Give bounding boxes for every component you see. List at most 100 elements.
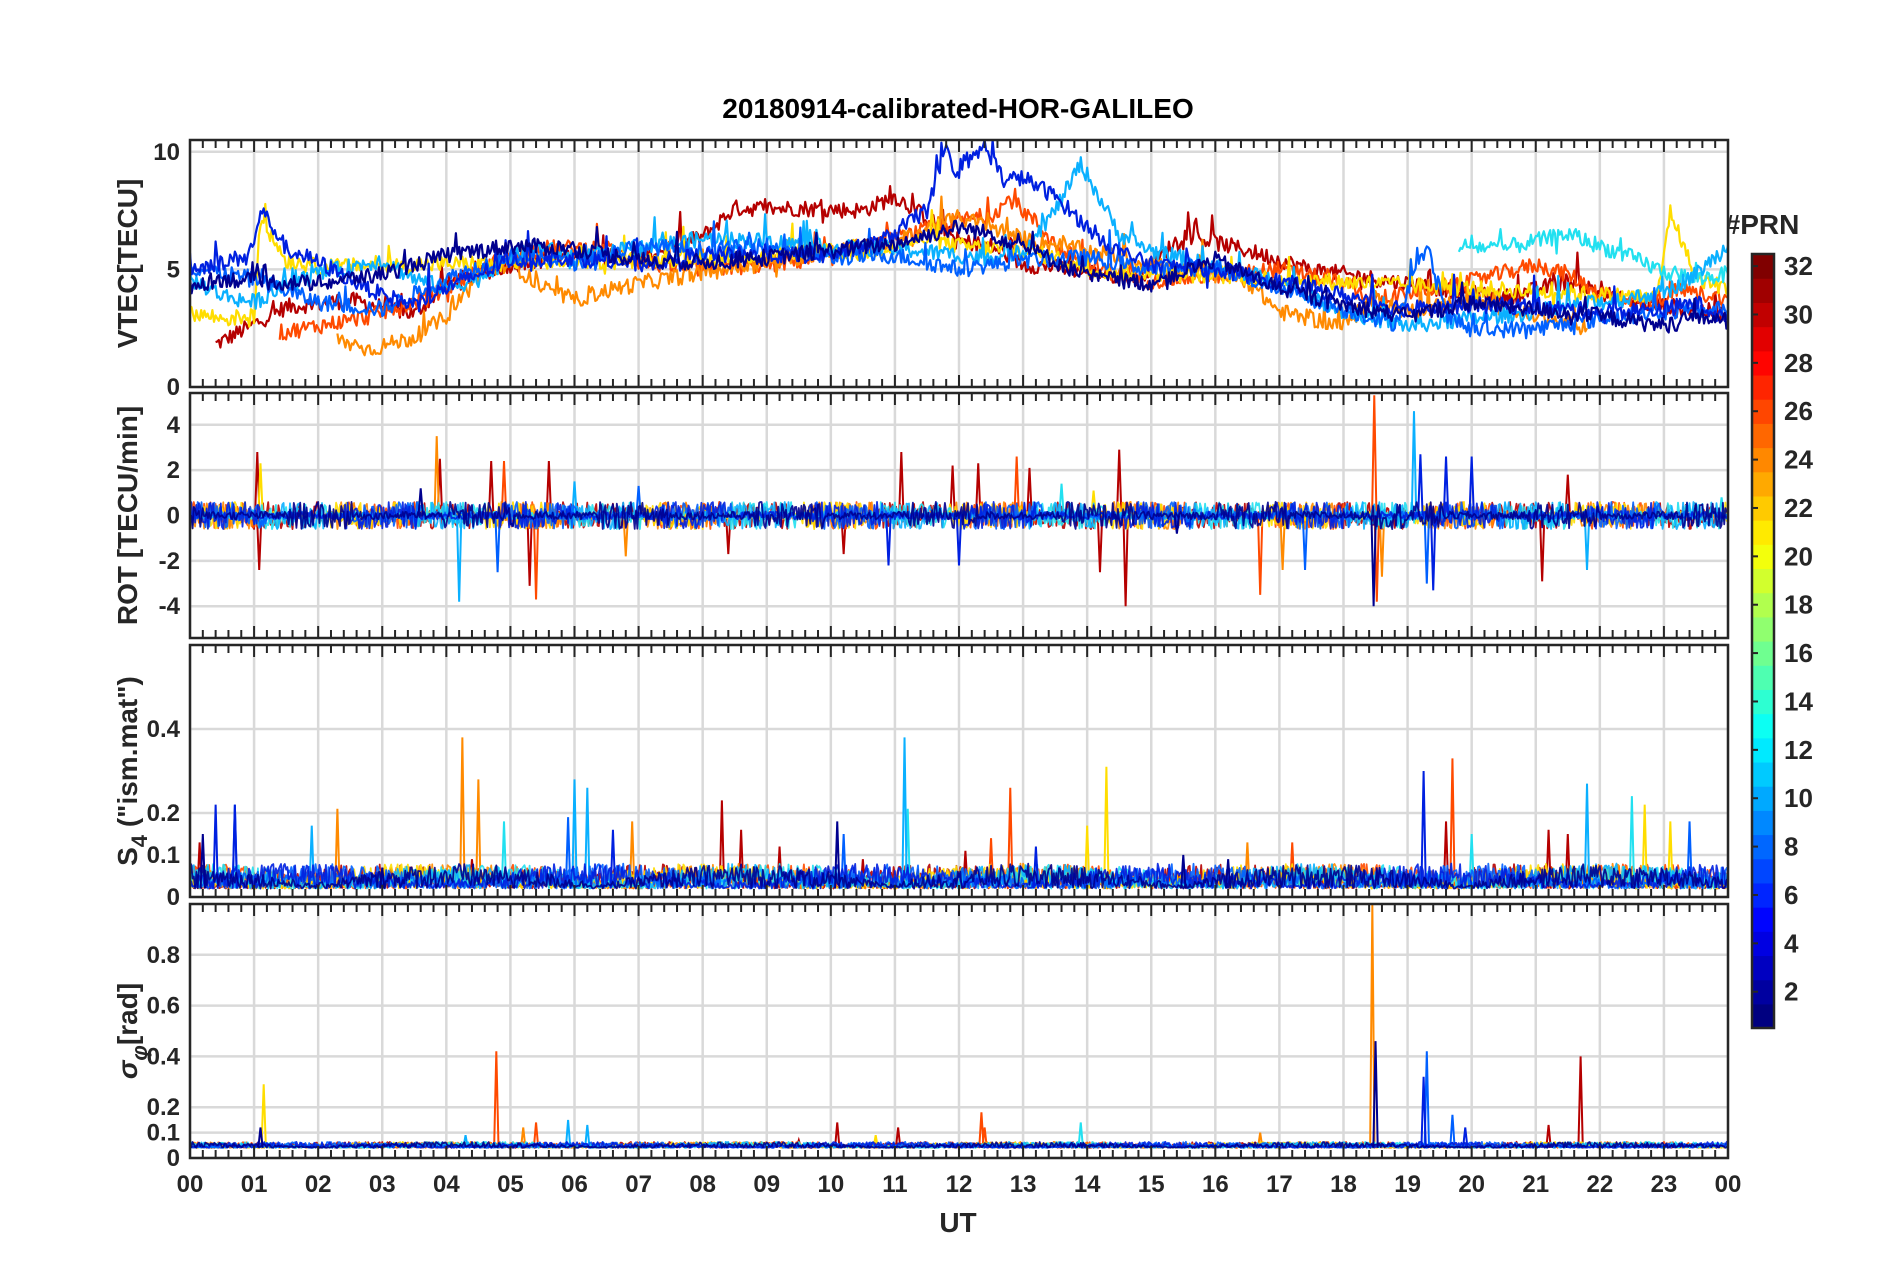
rot-spike-prn-31-16	[1564, 474, 1571, 516]
colorbar-tick-label-28: 28	[1784, 348, 1813, 378]
x-tick-label-5: 05	[497, 1171, 524, 1198]
colorbar-level-21	[1752, 520, 1774, 545]
colorbar-level-10	[1752, 786, 1774, 811]
sigma-spike-prn-9-1	[584, 1124, 591, 1148]
colorbar-level-5	[1752, 907, 1774, 932]
colorbar-level-15	[1752, 665, 1774, 690]
sigma-spike-prn-31-1	[894, 1127, 902, 1148]
colorbar-level-32	[1752, 254, 1774, 279]
s4-spike-prn-4-2	[609, 829, 617, 889]
rot-spike-prn-26-1	[500, 461, 508, 516]
y-tick-label-s4-0: 0	[167, 884, 180, 911]
colorbar-title: #PRN	[1725, 209, 1800, 240]
y-tick-label-rot--4: -4	[159, 593, 181, 620]
colorbar-level-13	[1752, 713, 1774, 739]
x-tick-label-0: 00	[177, 1171, 204, 1198]
x-tick-label-3: 03	[369, 1171, 396, 1198]
colorbar-level-3	[1752, 955, 1774, 981]
colorbar-level-18	[1752, 592, 1774, 618]
colorbar-level-16	[1752, 641, 1774, 666]
s4-spike-prn-4-4	[1420, 770, 1427, 889]
s4-spike-prn-12-3	[1628, 796, 1636, 889]
s4-spike-prn-23-3	[628, 821, 636, 889]
rot-spike-prn-9-3	[1583, 515, 1591, 570]
colorbar-level-8	[1752, 834, 1774, 860]
colorbar-level-27	[1752, 374, 1774, 400]
sigma-spike-prn-26-3	[532, 1122, 540, 1148]
y-tick-label-sigma-0: 0	[167, 1145, 180, 1172]
y-tick-label-vtec-10: 10	[153, 139, 180, 166]
sigma-spike-prn-26-0	[493, 1051, 500, 1148]
colorbar-level-6	[1752, 882, 1774, 908]
colorbar-tick-label-26: 26	[1784, 396, 1813, 426]
y-tick-label-rot-4: 4	[167, 412, 181, 439]
rot-spike-prn-31-5	[545, 461, 553, 516]
rot-spike-prn-2-2	[1370, 515, 1377, 607]
rot-spike-prn-23-1	[622, 515, 629, 557]
sigma-spike-prn-23-0	[1369, 904, 1376, 1148]
s4-spike-prn-4-0	[212, 804, 219, 889]
s4-spike-prn-20-1	[1083, 825, 1091, 889]
s4-spike-prn-2-2	[1180, 854, 1187, 889]
s4-spike-prn-9-1	[584, 787, 591, 889]
panel-frame-s4	[188, 643, 1730, 899]
x-tick-label-12: 12	[946, 1171, 973, 1198]
vtec-line-prn-7	[190, 220, 1728, 340]
colorbar-tick-label-8: 8	[1784, 832, 1798, 862]
y-axis-label-s4: S4 ("ism.mat")	[112, 676, 152, 866]
x-tick-label-22: 22	[1586, 1171, 1613, 1198]
rot-spike-prn-31-1	[256, 515, 263, 570]
rot-spike-prn-4-1	[955, 515, 963, 566]
colorbar-level-20	[1752, 544, 1774, 570]
y-axis-label-rest-s4: ("ism.mat")	[112, 676, 143, 835]
x-tick-label-24: 00	[1715, 1171, 1742, 1198]
rot-spike-prn-23-3	[1378, 515, 1386, 577]
x-tick-label-11: 11	[882, 1171, 907, 1198]
y-axis-label-sigma: σφ[rad]	[112, 983, 152, 1079]
colorbar-tick-label-14: 14	[1784, 686, 1813, 716]
colorbar-tick-label-4: 4	[1784, 928, 1799, 958]
x-tick-label-8: 08	[689, 1171, 716, 1198]
colorbar-level-29	[1752, 326, 1774, 352]
colorbar-tick-label-16: 16	[1784, 638, 1813, 668]
y-axis-label-rest-sigma: [rad]	[112, 983, 143, 1045]
colorbar-level-30	[1752, 302, 1774, 328]
vtec-line-prn-26	[278, 187, 1728, 341]
sigma-spike-prn-9-0	[564, 1119, 572, 1148]
colorbar-level-31	[1752, 278, 1774, 303]
sigma-spike-prn-20-0	[260, 1084, 267, 1148]
s4-spike-prn-9-3	[901, 737, 908, 889]
rot-spike-prn-20-0	[257, 463, 264, 516]
s4-spike-prn-23-0	[334, 808, 341, 889]
rot-spike-prn-26-3	[1371, 395, 1378, 516]
colorbar-frame	[1750, 252, 1776, 1030]
y-tick-label-sigma-0.8: 0.8	[147, 942, 180, 969]
colorbar-tick-label-22: 22	[1784, 493, 1813, 523]
rot-spike-prn-9-2	[1410, 411, 1418, 516]
s4-spike-prn-26-2	[1449, 758, 1456, 889]
x-tick-label-13: 13	[1010, 1171, 1037, 1198]
rot-spike-prn-4-2	[1417, 454, 1424, 516]
sigma-spike-prn-26-2	[981, 1127, 988, 1148]
panel-sigma: 00.10.2 0.4 0.6 0.8 σφ[rad]	[112, 902, 1730, 1172]
x-tick-label-20: 20	[1458, 1171, 1485, 1198]
s4-spike-prn-12-2	[1468, 833, 1475, 889]
colorbar-level-7	[1752, 858, 1774, 884]
rot-spike-prn-7-0	[494, 515, 501, 573]
y-axis-label-vtec: VTEC[TECU]	[112, 179, 143, 349]
rot-spike-prn-26-5	[1013, 456, 1020, 516]
colorbar-tick-label-18: 18	[1784, 590, 1813, 620]
x-axis-label: UT	[939, 1207, 976, 1238]
panel-frame-rot	[188, 391, 1730, 640]
s4-spike-prn-23-2	[475, 779, 482, 889]
y-tick-label-s4-0.1: 0.1	[147, 842, 180, 869]
panel-frame-sigma	[188, 902, 1730, 1160]
rot-spike-prn-31-15	[1538, 515, 1546, 582]
rot-spike-prn-9-0	[455, 515, 463, 602]
panel-vtec: 0 5 10 VTEC[TECU]	[112, 138, 1730, 401]
x-tick-label-16: 16	[1202, 1171, 1229, 1198]
s4-spike-prn-20-3	[1667, 821, 1674, 889]
rot-spike-prn-23-0	[433, 436, 440, 516]
colorbar-tick-label-24: 24	[1784, 445, 1813, 475]
